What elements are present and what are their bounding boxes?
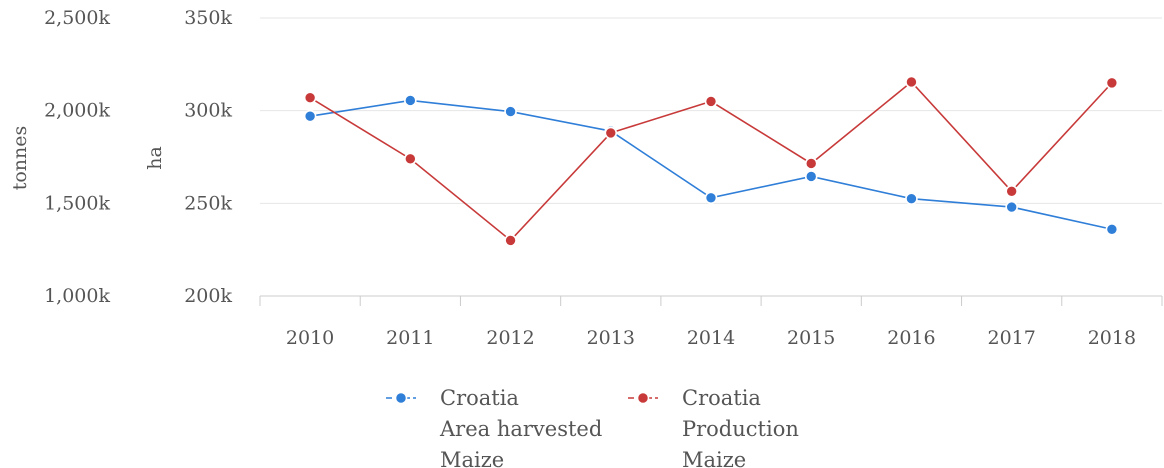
data-point[interactable] bbox=[303, 91, 317, 104]
x-tick-label: 2017 bbox=[987, 327, 1035, 349]
y-axis-title-ha: ha bbox=[144, 146, 166, 170]
data-point[interactable] bbox=[804, 157, 818, 170]
legend-marker bbox=[636, 391, 650, 405]
x-axis: 2010 2011 2012 2013 2014 2015 2016 2017 2018 bbox=[259, 295, 1163, 349]
data-point[interactable] bbox=[1105, 222, 1119, 236]
data-point[interactable] bbox=[404, 152, 417, 166]
data-point[interactable] bbox=[905, 75, 918, 89]
y-tick-label-ha: 200k bbox=[184, 285, 232, 307]
x-tick-label: 2015 bbox=[787, 327, 835, 349]
y-tick-label-tonnes: 1,000k bbox=[44, 285, 110, 307]
legend[interactable]: Croatia Area harvested Maize Croatia Product… bbox=[386, 386, 799, 468]
x-tick-label: 2011 bbox=[386, 327, 434, 349]
x-tick-label: 2012 bbox=[486, 327, 534, 349]
y-tick-label-tonnes: 2,500k bbox=[44, 7, 110, 29]
x-tick-label: 2013 bbox=[587, 327, 635, 349]
y-tick-label-ha: 350k bbox=[184, 7, 232, 29]
data-point[interactable] bbox=[1105, 76, 1119, 90]
y-tick-label-ha: 300k bbox=[184, 100, 232, 122]
y-axis-title-tonnes: tonnes bbox=[9, 126, 31, 191]
data-point[interactable] bbox=[1005, 200, 1018, 214]
data-point[interactable] bbox=[404, 94, 417, 107]
data-point[interactable] bbox=[804, 170, 818, 183]
series-line-1 bbox=[309, 99, 1113, 231]
legend-label: Area harvested bbox=[439, 417, 602, 441]
legend-item-2[interactable]: Croatia Production Maize bbox=[628, 386, 799, 468]
data-point[interactable] bbox=[704, 95, 718, 108]
data-point[interactable] bbox=[1005, 184, 1018, 198]
legend-label: Maize bbox=[440, 448, 504, 468]
legend-item-1[interactable]: Croatia Area harvested Maize bbox=[386, 386, 602, 468]
data-point[interactable] bbox=[704, 191, 718, 205]
data-point[interactable] bbox=[303, 109, 317, 123]
legend-label: Production bbox=[682, 417, 799, 441]
legend-marker bbox=[394, 391, 408, 405]
x-tick-label: 2010 bbox=[286, 327, 334, 349]
x-tick-label: 2014 bbox=[687, 327, 735, 349]
y-tick-label-tonnes: 2,000k bbox=[44, 100, 110, 122]
data-point[interactable] bbox=[604, 126, 618, 140]
y-tick-label-ha: 250k bbox=[184, 192, 232, 214]
x-tick-label: 2016 bbox=[887, 327, 935, 349]
legend-label: Croatia bbox=[682, 386, 761, 410]
data-point[interactable] bbox=[504, 234, 517, 247]
y-axis-tonnes: 1,000k 1,500k 2,000k 2,500k bbox=[44, 7, 110, 307]
data-point[interactable] bbox=[504, 105, 517, 118]
data-point[interactable] bbox=[905, 192, 918, 205]
plot-series bbox=[303, 75, 1119, 247]
legend-label: Maize bbox=[682, 448, 746, 468]
x-tick-label: 2018 bbox=[1088, 327, 1136, 349]
y-tick-label-tonnes: 1,500k bbox=[44, 192, 110, 214]
legend-label: Croatia bbox=[440, 386, 519, 410]
y-axis-ha: 200k 250k 300k 350k bbox=[184, 7, 232, 307]
